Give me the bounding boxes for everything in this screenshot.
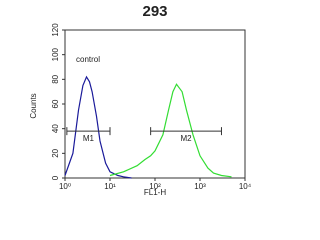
x-axis-label: FL1-H — [144, 188, 166, 197]
y-tick-label: 0 — [51, 175, 60, 180]
marker-label: M1 — [83, 134, 95, 143]
y-tick-label: 60 — [51, 99, 60, 108]
y-tick-label: 80 — [51, 74, 60, 83]
y-tick-label: 120 — [51, 23, 60, 37]
plot-frame — [64, 29, 246, 179]
histogram-line — [64, 75, 132, 179]
y-tick-label: 20 — [51, 148, 60, 157]
x-tick-label: 10² — [149, 182, 161, 191]
chart-title: 293 — [142, 3, 167, 20]
y-tick-label: 40 — [51, 124, 60, 133]
x-tick-label: 10¹ — [104, 182, 116, 191]
y-tick-label: 100 — [51, 47, 60, 61]
annotation: control — [76, 55, 100, 64]
histogram-line — [109, 83, 232, 178]
y-axis-label: Counts — [29, 93, 38, 118]
x-tick-label: 10³ — [194, 182, 206, 191]
x-tick-label: 10⁴ — [239, 182, 252, 191]
x-tick-label: 10⁰ — [59, 182, 71, 191]
marker-label: M2 — [180, 134, 192, 143]
chart: 293 control FL1-H Counts 0 20 40 60 80 100 120… — [29, 3, 252, 197]
